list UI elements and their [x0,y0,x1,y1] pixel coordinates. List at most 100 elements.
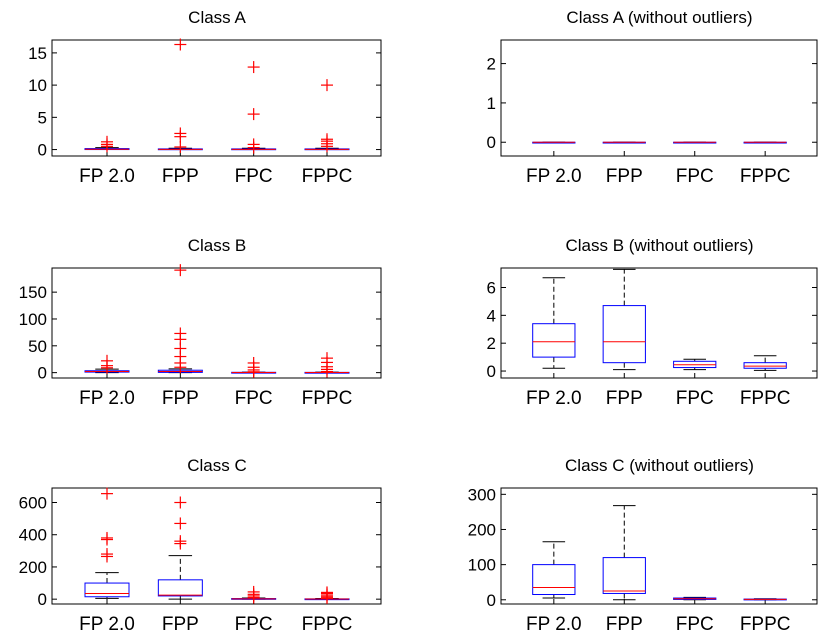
class-b-no-outliers-axes-frame [500,267,818,379]
iqr-box [743,362,787,369]
class-a-ytick-label: 10 [28,76,47,95]
class-b-no-outliers-ytick-label: 6 [487,278,496,297]
class-a-xtick-label: FPPC [302,166,353,187]
outlier-marker [174,535,187,548]
class-b-no-outliers-box-2 [673,358,717,371]
class-c-no-outliers-ytick-label: 100 [468,556,496,575]
class-b-no-outliers-box-3 [743,355,787,371]
class-a-no-outliers-title: Class A (without outliers) [566,8,752,27]
class-b-xtick-label: FPPC [302,388,353,409]
class-c-no-outliers-box-1 [602,505,646,601]
outlier-marker [247,585,260,598]
class-c-no-outliers-box-3 [743,598,787,601]
outlier-marker [247,108,260,121]
class-c-title: Class C [187,456,247,475]
class-a-xtick-label: FP 2.0 [79,166,135,187]
class-c-no-outliers-box-2 [673,596,717,601]
outlier-marker [321,79,333,92]
class-a-no-outliers-box-3 [743,141,787,144]
class-a-no-outliers-panel: Class A (without outliers) 0 1 2 FP 2.0 FPP FP… [487,8,818,187]
class-a-no-outliers-xtick-label: FPC [676,166,714,187]
class-c-no-outliers-axes-frame [500,487,818,605]
class-b-no-outliers-xtick-label: FPC [676,388,714,409]
class-c-ytick-label: 400 [19,526,47,545]
class-c-no-outliers-box-0 [532,541,576,599]
outlier-marker [174,496,187,509]
class-c-no-outliers-title: Class C (without outliers) [565,456,754,475]
class-c-no-outliers-xtick-label: FPPC [740,614,791,635]
class-c-box-3 [304,586,350,604]
class-b-panel: Class B 0 50 100 150 FP 2.0 FPP FPC FPPC [19,236,382,409]
class-a-ytick-label: 5 [38,108,47,127]
class-a-box-3 [304,79,350,153]
class-b-xtick-label: FP 2.0 [79,388,135,409]
class-a-ytick-label: 0 [38,141,47,160]
class-b-box-0 [84,354,130,374]
class-a-no-outliers-box-1 [602,141,646,144]
class-b-no-outliers-panel: Class B (without outliers) 0 2 4 6 FP 2.0 FPP F… [487,236,818,409]
class-c-box-2 [231,585,277,604]
outlier-marker [247,356,260,369]
class-a-no-outliers-ytick-label: 0 [487,133,496,152]
class-a-no-outliers-ytick-label: 1 [487,94,496,113]
class-b-ytick-label: 100 [19,310,47,329]
class-c-ytick-label: 0 [38,590,47,609]
class-b-title: Class B [188,236,247,255]
outlier-marker [101,487,113,500]
class-c-no-outliers-xtick-label: FPC [676,614,714,635]
class-c-xtick-label: FPC [235,614,273,635]
class-a-box-0 [84,135,130,153]
iqr-box [602,305,646,364]
class-b-no-outliers-ytick-label: 4 [487,306,496,325]
iqr-box [532,564,576,596]
outlier-marker [174,127,187,140]
class-a-ytick-label: 15 [28,44,47,63]
outlier-marker [174,517,187,530]
iqr-box [532,323,576,358]
outlier-marker [101,531,113,544]
class-a-no-outliers-ytick-label: 2 [487,55,496,74]
class-b-ytick-label: 50 [28,337,47,356]
class-c-axes-frame [51,487,382,605]
class-b-no-outliers-xtick-label: FPPC [740,388,791,409]
class-b-xtick-label: FPC [235,388,273,409]
outlier-marker [321,133,333,146]
class-b-no-outliers-xtick-label: FPP [606,388,643,409]
class-a-box-1 [157,38,203,153]
class-b-no-outliers-box-0 [532,277,576,369]
class-c-no-outliers-xtick-label: FP 2.0 [526,614,582,635]
outlier-marker [247,138,260,151]
outlier-marker [174,264,187,277]
class-a-no-outliers-box-0 [532,141,576,144]
class-a-box-2 [231,61,277,154]
class-b-ytick-label: 150 [19,283,47,302]
class-b-box-1 [157,264,203,374]
outlier-marker [101,135,113,148]
class-c-xtick-label: FP 2.0 [79,614,135,635]
class-c-no-outliers-ytick-label: 300 [468,485,496,504]
class-c-box-1 [157,496,203,600]
class-c-no-outliers-panel: Class C (without outliers) 0 100 200 300 FP 2… [468,456,818,635]
outlier-marker [321,586,333,599]
class-c-ytick-label: 200 [19,558,47,577]
outlier-marker [174,38,187,51]
iqr-box [84,582,130,598]
class-c-box-0 [84,487,130,599]
class-c-no-outliers-ytick-label: 0 [487,591,496,610]
class-b-no-outliers-title: Class B (without outliers) [565,236,753,255]
class-b-box-3 [304,352,350,378]
class-b-no-outliers-xtick-label: FP 2.0 [526,388,582,409]
class-b-no-outliers-ytick-label: 2 [487,334,496,353]
class-a-xtick-label: FPP [162,166,199,187]
iqr-box [157,579,203,597]
class-b-xtick-label: FPP [162,388,199,409]
class-a-title: Class A [188,8,246,27]
class-a-axes-frame [51,39,382,157]
class-a-no-outliers-box-2 [673,141,717,144]
class-b-ytick-label: 0 [38,364,47,383]
outlier-marker [174,140,187,153]
class-c-no-outliers-ytick-label: 200 [468,520,496,539]
outlier-marker [321,352,333,365]
class-a-panel: Class A 0 5 10 15 FP 2.0 FPP FPC FPPC [28,8,382,187]
